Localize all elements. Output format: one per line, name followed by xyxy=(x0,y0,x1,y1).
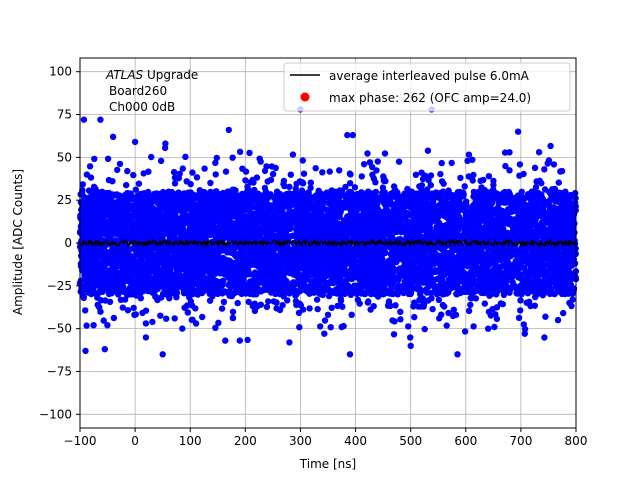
data-point xyxy=(470,193,476,199)
data-point xyxy=(572,190,578,196)
data-point xyxy=(437,190,443,196)
data-point xyxy=(281,279,287,285)
data-point xyxy=(455,285,461,291)
data-point xyxy=(388,286,394,292)
data-point xyxy=(394,285,400,291)
data-point xyxy=(341,287,347,293)
data-point xyxy=(444,290,450,296)
